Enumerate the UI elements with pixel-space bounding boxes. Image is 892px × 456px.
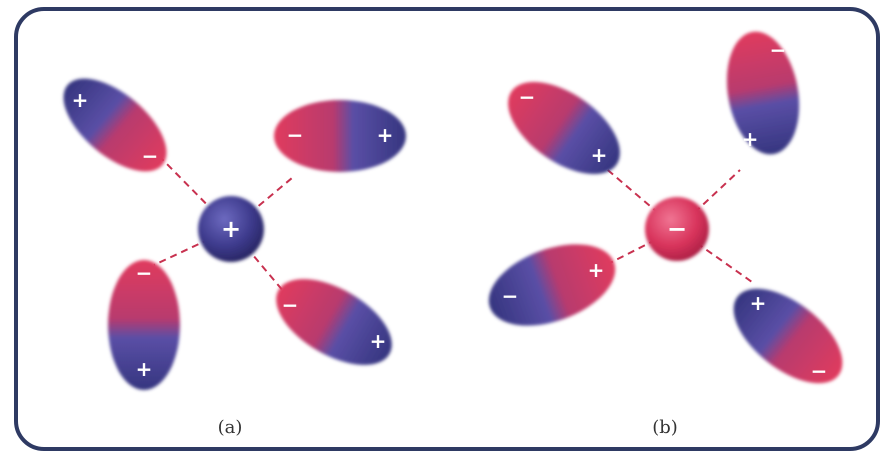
dipole-molecule bbox=[274, 100, 406, 172]
dipole-far-sign: + bbox=[377, 123, 394, 147]
dipole-far-sign: + bbox=[72, 88, 89, 112]
dipole-far-sign: − bbox=[502, 284, 519, 308]
panel-a: + − − + − + − + + (a) bbox=[63, 78, 406, 438]
dipole-near-sign: + bbox=[591, 143, 608, 167]
central-ion bbox=[198, 196, 264, 262]
dipole-near-sign: + bbox=[742, 127, 759, 151]
ion-sign: − bbox=[667, 215, 687, 243]
dipole-near-sign: − bbox=[282, 293, 299, 317]
dipole-molecule bbox=[508, 81, 620, 175]
ion-sign: + bbox=[221, 215, 241, 243]
dipole-far-sign: + bbox=[370, 329, 387, 353]
panel-caption: (b) bbox=[652, 417, 678, 438]
dipole-near-sign: − bbox=[287, 123, 304, 147]
dipole-far-sign: − bbox=[811, 359, 828, 383]
dipole-near-sign: − bbox=[136, 261, 153, 285]
panel-caption: (a) bbox=[218, 417, 243, 438]
dipole-molecule bbox=[276, 279, 392, 365]
dipole-near-sign: + bbox=[750, 291, 767, 315]
dipole-far-sign: + bbox=[136, 357, 153, 381]
dipole-molecule bbox=[63, 78, 167, 172]
dipole-molecule bbox=[733, 288, 843, 384]
dipole-far-sign: − bbox=[519, 85, 536, 109]
dipole-near-sign: − bbox=[142, 144, 159, 168]
panel-b: − + − + + − + − − (b) bbox=[488, 31, 843, 438]
dipole-near-sign: + bbox=[588, 258, 605, 282]
central-ion bbox=[645, 197, 709, 261]
dipole-molecule bbox=[108, 260, 180, 390]
dipole-far-sign: − bbox=[770, 38, 787, 62]
dipole-molecule bbox=[488, 244, 616, 326]
dipole-molecule bbox=[726, 31, 800, 155]
